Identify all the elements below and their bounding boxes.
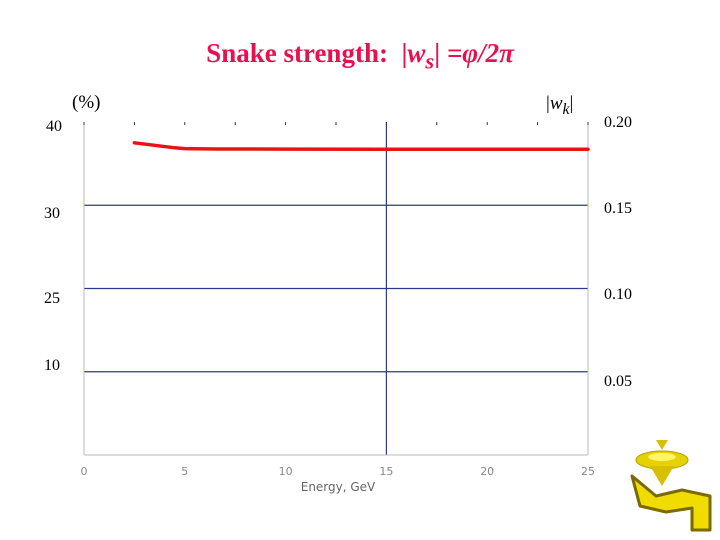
axis-layer	[83, 122, 589, 456]
right-label-0.20: 0.20	[604, 114, 632, 131]
left-label-30: 30	[44, 205, 60, 222]
right-unit-sub: k	[562, 100, 570, 118]
series-line-0	[132, 141, 590, 152]
logo-top-stem	[650, 466, 674, 486]
series-layer	[132, 141, 590, 152]
x-tick-label-5: 5	[181, 465, 188, 478]
logo-hand-shape	[630, 474, 712, 532]
right-label-0.10: 0.10	[604, 286, 632, 303]
left-label-25: 25	[44, 290, 60, 307]
logo-top-highlight	[648, 453, 676, 461]
left-axis-unit: (%)	[72, 92, 101, 113]
title-formula-w: w	[407, 38, 426, 68]
right-unit-w: w	[549, 93, 563, 114]
title-formula-rhs: =φ/2π	[446, 38, 514, 68]
grid-layer	[84, 122, 588, 455]
x-tick-label-25: 25	[581, 465, 595, 478]
title-prefix: Snake strength:	[206, 38, 388, 68]
spinning-top-logo	[630, 440, 712, 532]
x-tick-label-15: 15	[379, 465, 393, 478]
slide-title: Snake strength: |ws| =φ/2π	[206, 38, 514, 74]
title-formula-sub: s	[425, 48, 435, 74]
right-axis-unit: |wk|	[546, 93, 574, 118]
x-tick-labels: 0 5 10 15 20 25	[81, 465, 596, 478]
x-tick-label-10: 10	[279, 465, 293, 478]
left-label-10: 10	[44, 357, 60, 374]
x-tick-label-0: 0	[81, 465, 88, 478]
x-tick-label-20: 20	[480, 465, 494, 478]
logo-top-tip	[656, 440, 668, 450]
left-label-40: 40	[46, 118, 62, 135]
x-axis-label: Energy, GeV	[301, 480, 376, 494]
right-label-0.05: 0.05	[604, 373, 632, 390]
right-label-0.15: 0.15	[604, 200, 632, 217]
